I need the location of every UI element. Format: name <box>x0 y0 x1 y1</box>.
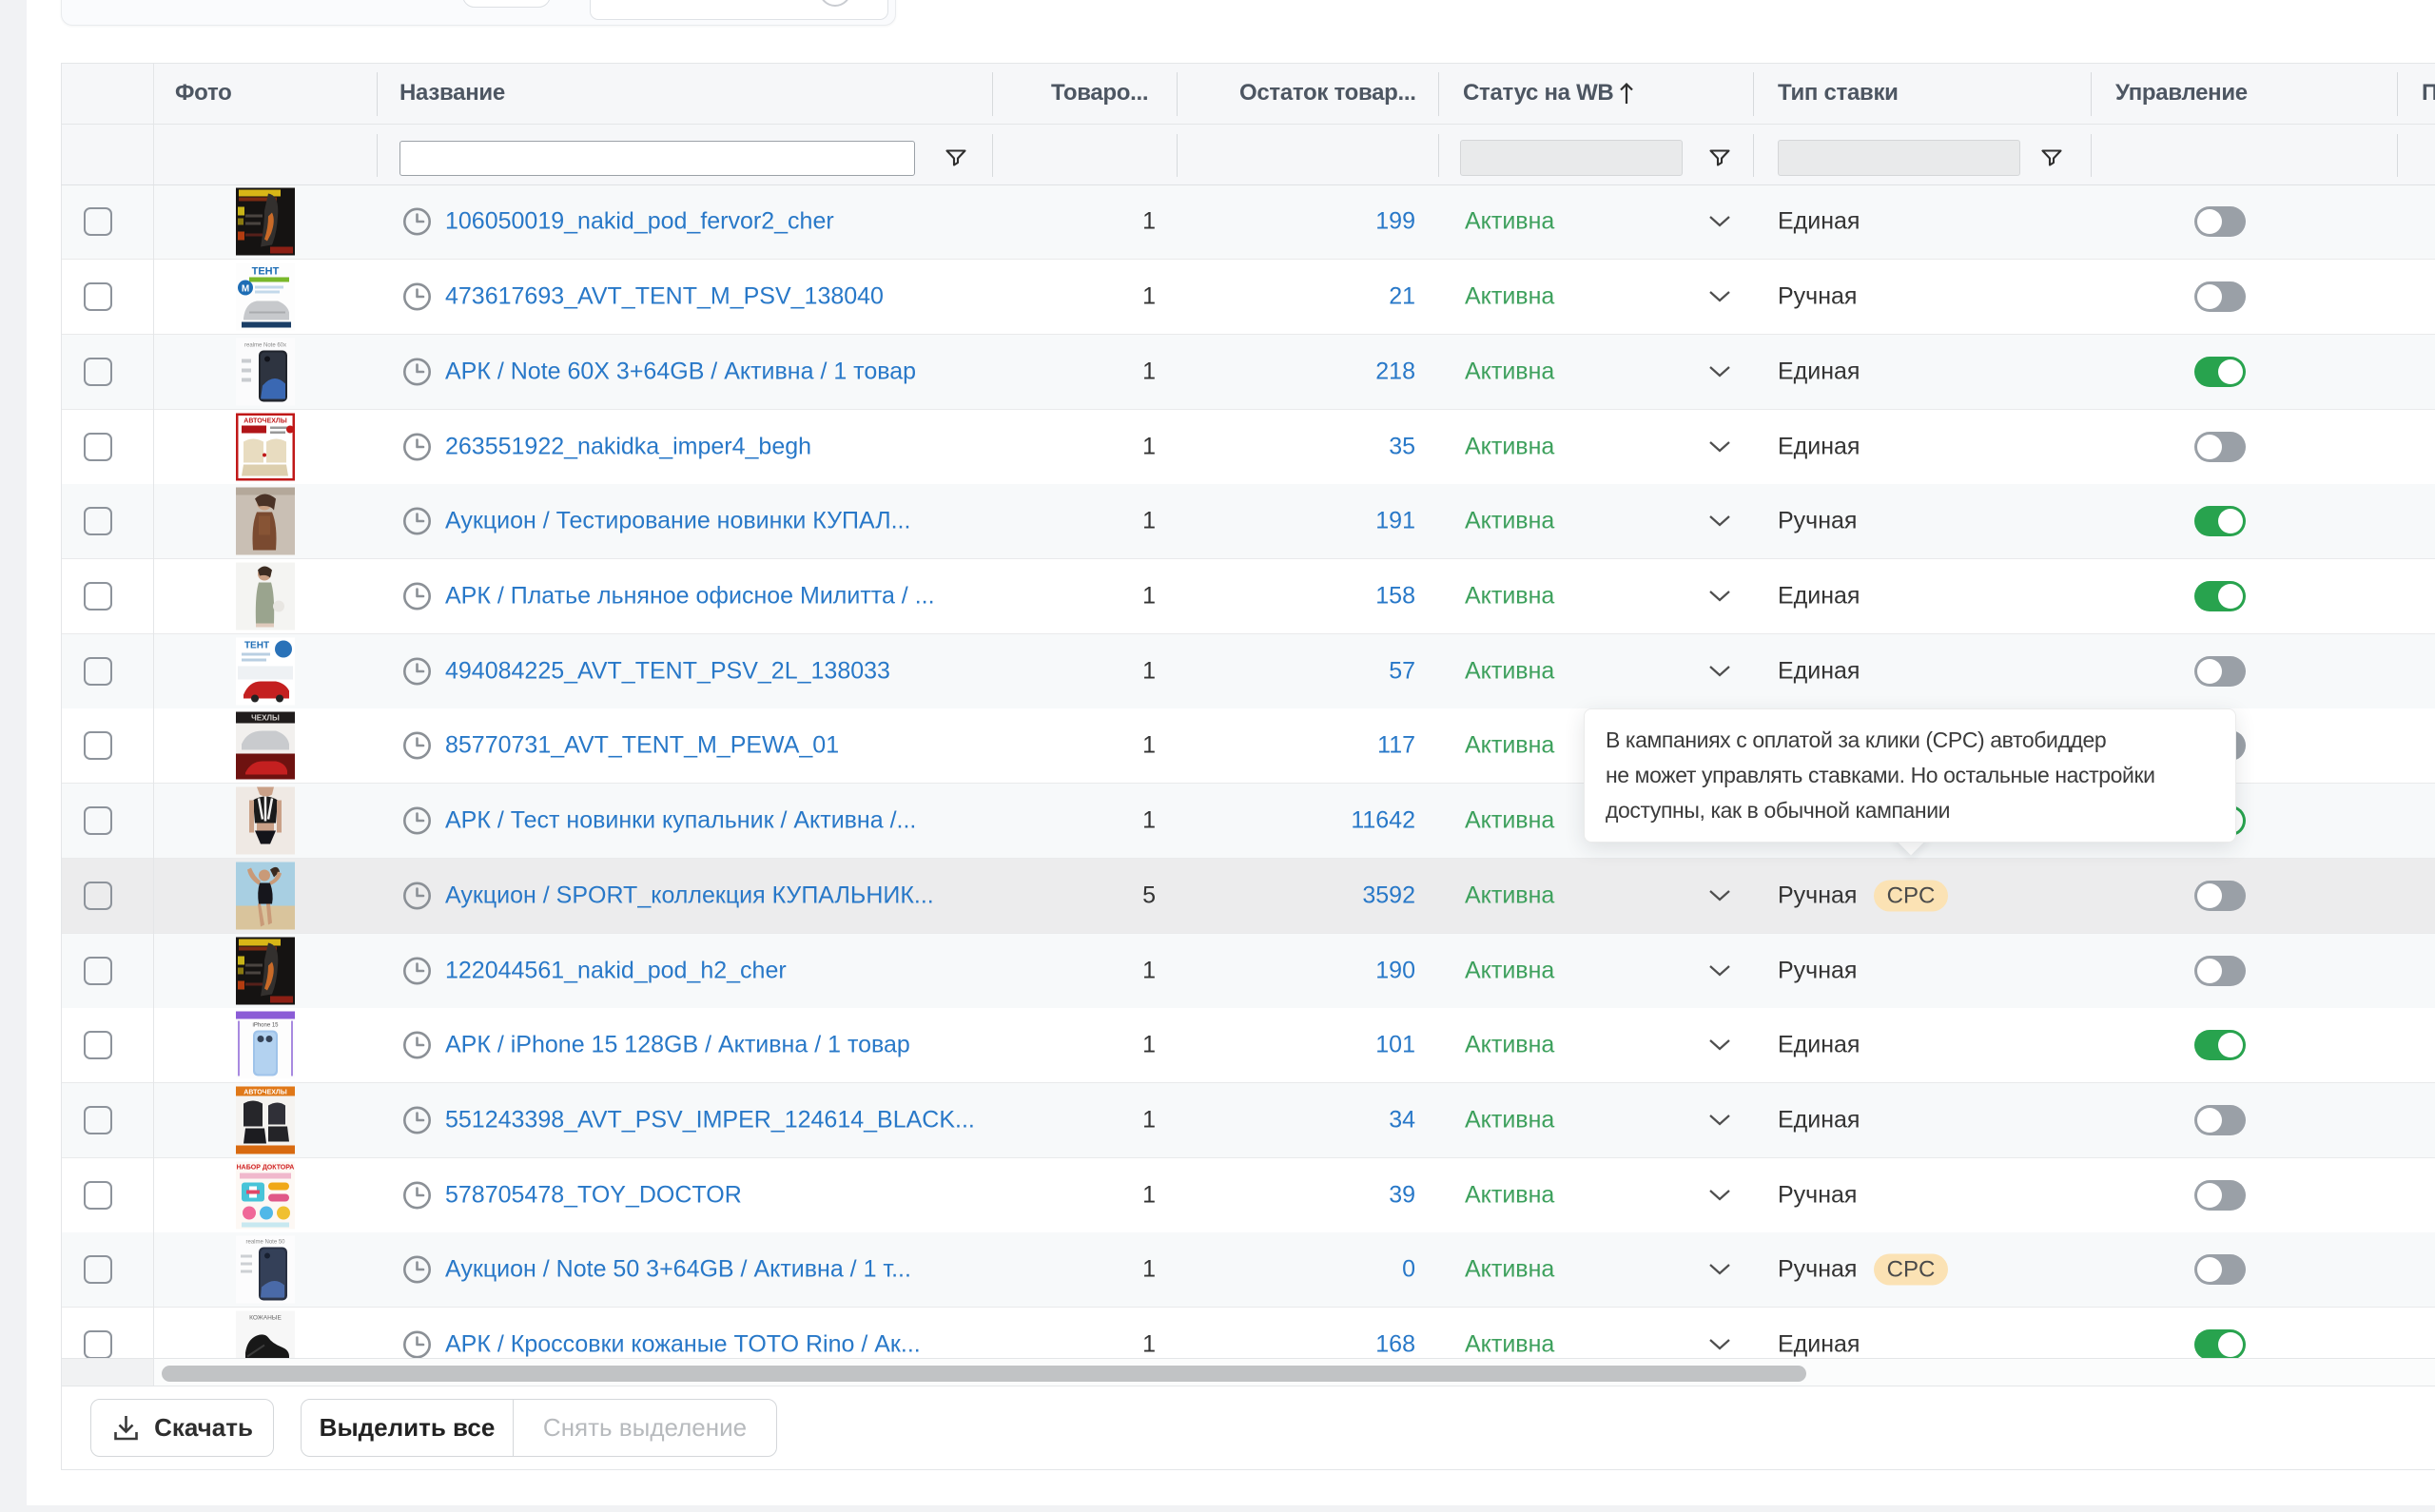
svg-text:АВТОЧЕХЛЫ: АВТОЧЕХЛЫ <box>244 1090 287 1096</box>
svg-text:НАБОР ДОКТОРА: НАБОР ДОКТОРА <box>237 1165 295 1172</box>
svg-text:АВТОЧЕХЛЫ: АВТОЧЕХЛЫ <box>244 418 287 425</box>
svg-text:realme Note 50: realme Note 50 <box>245 1240 285 1246</box>
svg-text:ТЕНТ: ТЕНТ <box>244 641 269 651</box>
svg-text:M: M <box>242 284 249 295</box>
svg-text:realme Note 60x: realme Note 60x <box>244 343 286 349</box>
svg-text:iPhone 15: iPhone 15 <box>252 1023 279 1029</box>
svg-text:ТЕНТ: ТЕНТ <box>252 266 280 278</box>
svg-text:ЧЕХЛЫ: ЧЕХЛЫ <box>251 714 280 723</box>
svg-text:КОЖАНЫЕ: КОЖАНЫЕ <box>249 1314 282 1321</box>
